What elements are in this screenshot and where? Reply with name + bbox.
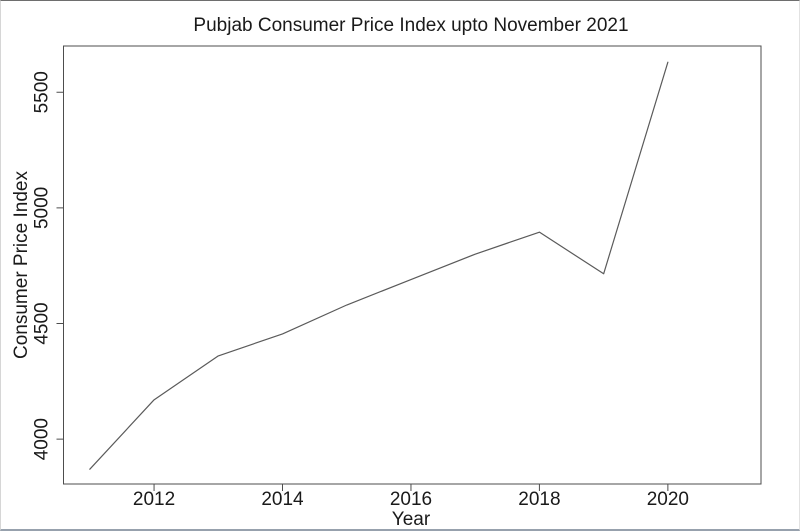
plot-box [63, 45, 762, 485]
x-tick-label: 2014 [261, 489, 304, 510]
x-axis-ticks: 2012 2014 2016 2018 2020 [133, 484, 689, 510]
cpi-series-line [89, 61, 669, 470]
x-tick-label: 2012 [133, 489, 175, 510]
x-axis-label: Year [392, 509, 431, 529]
y-axis-ticks: 4000 4500 5000 5500 [32, 71, 64, 460]
y-tick-label: 5500 [32, 71, 53, 113]
y-tick-label: 5000 [32, 187, 53, 229]
y-axis-label: Consumer Price Index [11, 171, 32, 359]
y-tick-label: 4500 [32, 302, 53, 344]
x-tick-label: 2020 [647, 489, 689, 510]
x-tick-label: 2016 [390, 489, 432, 510]
chart-title: Pubjab Consumer Price Index upto Novembe… [193, 15, 628, 36]
y-tick-label: 4000 [32, 418, 53, 460]
x-tick-label: 2018 [518, 489, 560, 510]
